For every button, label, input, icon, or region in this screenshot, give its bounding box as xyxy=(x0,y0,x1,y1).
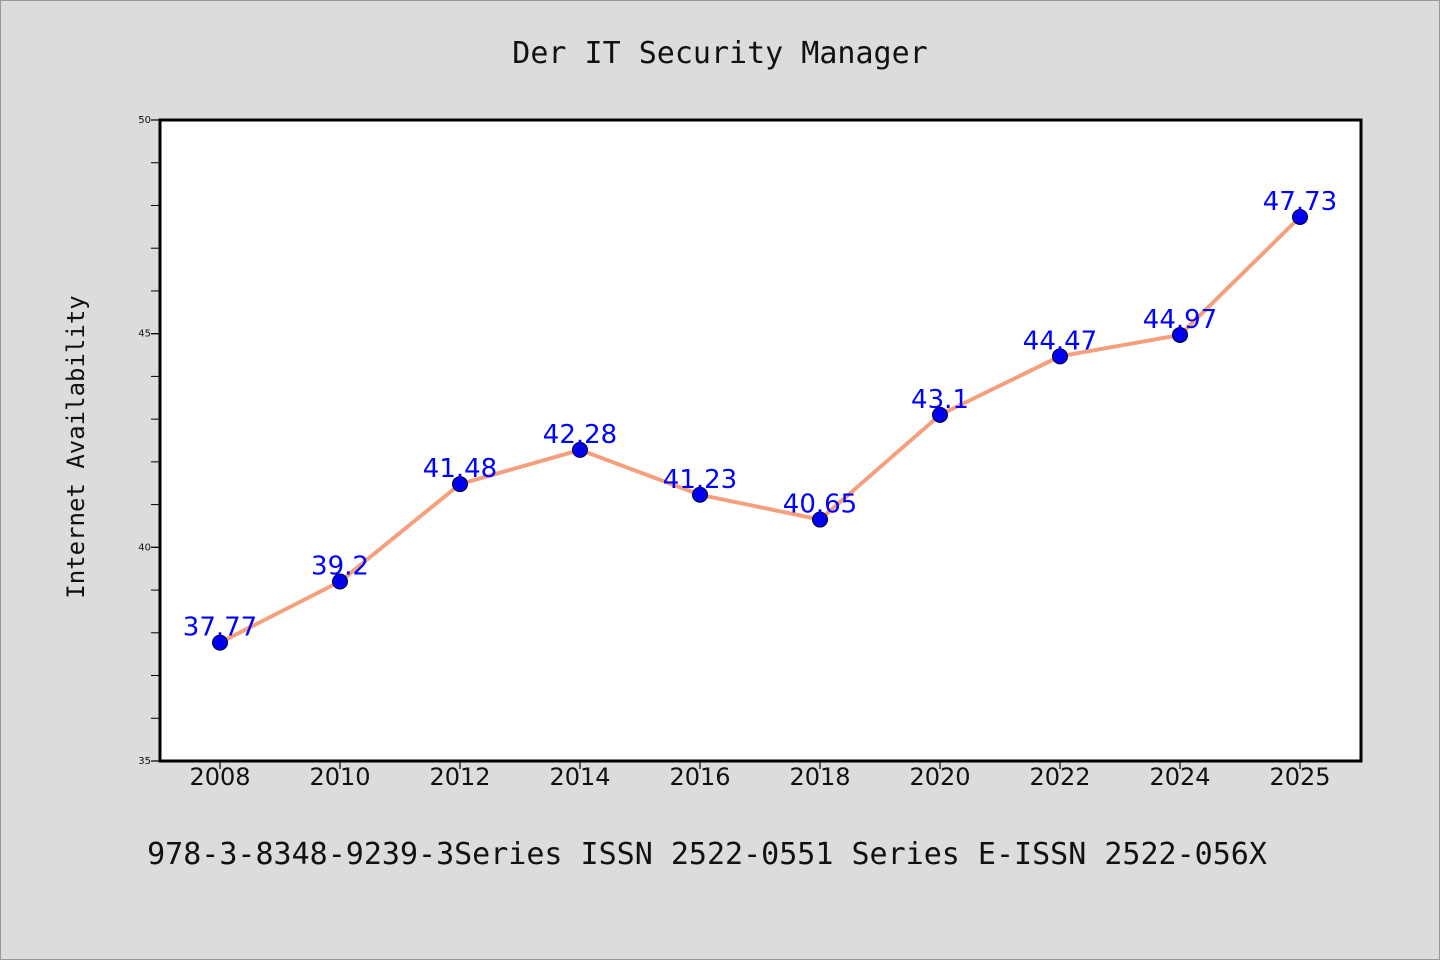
data-label: 40.65 xyxy=(783,490,857,520)
data-point xyxy=(332,573,348,590)
x-tick-label: 2022 xyxy=(1029,763,1090,791)
footer-text: 978-3-8348-9239-3Series ISSN 2522-0551 S… xyxy=(147,837,1267,872)
x-tick-label: 2018 xyxy=(789,763,850,791)
data-points xyxy=(212,209,1308,651)
data-point xyxy=(1052,348,1068,365)
x-tick-label: 2008 xyxy=(189,763,250,791)
data-point xyxy=(812,511,828,528)
data-label: 39.2 xyxy=(311,552,369,582)
data-label: 44.97 xyxy=(1143,305,1217,335)
x-tick-label: 2010 xyxy=(309,763,370,791)
data-point xyxy=(932,406,948,423)
y-tick-label: 50 xyxy=(138,115,151,126)
plot-area xyxy=(158,118,1363,763)
x-tick-label: 2016 xyxy=(669,763,730,791)
data-point xyxy=(212,634,228,651)
y-tick-label: 40 xyxy=(138,542,151,553)
y-tick-label: 45 xyxy=(138,329,151,340)
data-label: 47.73 xyxy=(1263,187,1337,217)
data-point xyxy=(1172,326,1188,343)
x-tick-label: 2014 xyxy=(549,763,610,791)
data-point xyxy=(692,486,708,503)
data-label: 41.48 xyxy=(423,454,497,484)
x-ticks: 2008 2010 2012 2014 2016 2018 2020 2022 2024 2025 xyxy=(189,761,1331,791)
x-tick-label: 2020 xyxy=(909,763,970,791)
data-point xyxy=(452,476,468,493)
y-ticks: 35 40 45 50 xyxy=(138,115,160,767)
data-label: 37.77 xyxy=(183,613,257,643)
data-label: 42.28 xyxy=(543,420,617,450)
x-tick-label: 2024 xyxy=(1149,763,1210,791)
data-point xyxy=(572,441,588,458)
data-label: 41.23 xyxy=(663,465,737,495)
y-axis-label: Internet Availability xyxy=(62,295,90,598)
y-tick-label: 35 xyxy=(138,756,151,767)
chart-title: Der IT Security Manager xyxy=(512,36,927,71)
data-label: 43.1 xyxy=(911,385,969,415)
x-tick-label: 2012 xyxy=(429,763,490,791)
x-tick-label: 2025 xyxy=(1269,763,1330,791)
series-line-group xyxy=(219,215,1302,645)
data-labels: 37.77 39.2 41.48 42.28 41.23 40.65 43.1 44.47 44… xyxy=(183,187,1337,643)
data-label: 44.47 xyxy=(1023,326,1097,356)
data-point xyxy=(1292,209,1308,226)
series-line xyxy=(219,215,1302,645)
